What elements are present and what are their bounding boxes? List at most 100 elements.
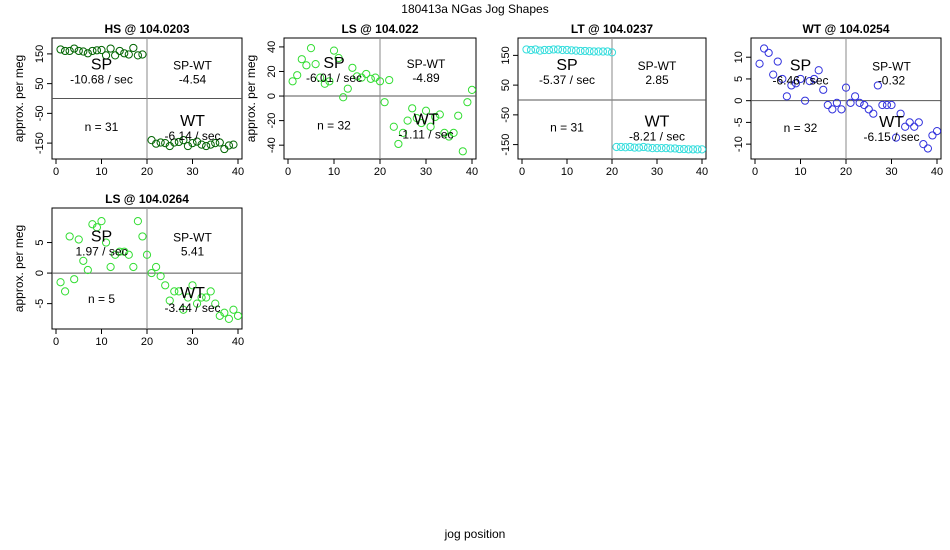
data-point xyxy=(846,98,855,107)
data-point xyxy=(111,51,120,60)
data-point xyxy=(115,46,124,56)
n-label: n = 31 xyxy=(85,120,119,134)
data-point xyxy=(562,45,572,55)
data-point xyxy=(810,74,819,84)
data-point xyxy=(192,299,202,308)
sp-label: SP xyxy=(556,57,577,74)
data-point xyxy=(129,43,138,53)
data-point xyxy=(454,111,463,120)
data-point xyxy=(814,66,823,75)
data-point xyxy=(188,139,197,148)
data-point xyxy=(165,296,174,305)
data-point xyxy=(417,118,426,128)
data-point xyxy=(598,47,608,56)
data-point xyxy=(79,256,88,265)
y-tick-label: -5 xyxy=(733,118,745,128)
y-tick-label: -50 xyxy=(500,107,512,123)
sp-rate: -6.46 / sec xyxy=(772,73,828,87)
x-tick-label: 10 xyxy=(328,166,340,178)
data-point xyxy=(229,305,238,314)
panel-title: LT @ 104.0237 xyxy=(571,22,654,36)
data-point xyxy=(914,118,923,127)
data-point xyxy=(61,287,70,296)
data-point xyxy=(329,46,339,55)
data-point xyxy=(224,314,233,323)
data-point xyxy=(83,49,92,58)
n-label: n = 32 xyxy=(784,121,818,135)
x-tick-label: 20 xyxy=(141,336,153,348)
data-point xyxy=(800,96,810,105)
data-point xyxy=(819,85,828,94)
data-point xyxy=(932,126,942,136)
data-point xyxy=(549,45,558,54)
data-point xyxy=(179,305,188,314)
data-point xyxy=(124,50,133,59)
data-point xyxy=(873,81,882,90)
y-tick-label: -20 xyxy=(266,113,278,129)
figure-x-axis-label: jog position xyxy=(444,527,506,541)
x-tick-label: 30 xyxy=(651,166,663,178)
y-tick-label: 5 xyxy=(733,76,745,82)
wt-label: WT xyxy=(180,113,205,130)
sp-wt-label: SP-WT xyxy=(173,231,212,245)
sp-wt-label: SP-WT xyxy=(407,57,446,71)
data-point xyxy=(211,139,220,148)
y-tick-label: 0 xyxy=(733,98,745,104)
data-point xyxy=(161,139,170,148)
x-tick-label: 30 xyxy=(420,166,432,178)
sp-wt-label: SP-WT xyxy=(638,59,677,73)
data-point xyxy=(302,61,311,70)
data-point xyxy=(288,77,297,86)
data-point xyxy=(79,47,88,56)
data-point xyxy=(878,100,887,110)
data-point xyxy=(851,92,860,101)
chart-panel-2: LS @ 104.022 0 10 20 30 40 -40 -20 0 20 40 approx. … xyxy=(244,22,478,178)
x-tick-label: 30 xyxy=(186,166,198,178)
data-point xyxy=(224,141,233,150)
y-tick-label: 150 xyxy=(34,45,46,63)
data-point xyxy=(666,144,675,153)
data-point xyxy=(202,293,211,302)
data-point xyxy=(403,116,412,125)
data-point xyxy=(841,83,851,92)
sp-rate: -10.68 / sec xyxy=(70,72,133,86)
data-point xyxy=(594,47,603,56)
data-point xyxy=(616,142,626,152)
y-axis-label: approx. per meg xyxy=(12,225,26,312)
data-point xyxy=(782,92,791,101)
data-point xyxy=(233,311,243,320)
data-point xyxy=(607,48,617,57)
data-point xyxy=(380,98,389,107)
data-point xyxy=(634,143,644,152)
data-point xyxy=(661,144,671,153)
panel-title: WT @ 104.0254 xyxy=(802,22,889,36)
data-point xyxy=(101,238,111,247)
data-point xyxy=(398,128,408,137)
x-tick-label: 0 xyxy=(53,336,59,348)
data-point xyxy=(796,74,805,84)
data-point xyxy=(389,122,398,131)
x-tick-label: 20 xyxy=(374,166,386,178)
y-tick-label: 40 xyxy=(266,41,278,53)
data-point xyxy=(197,293,206,302)
y-tick-label: 0 xyxy=(34,270,46,276)
sp-wt-label: SP-WT xyxy=(173,58,212,72)
data-point xyxy=(919,140,928,149)
data-point xyxy=(106,44,115,53)
y-tick-label: 5 xyxy=(34,239,46,245)
data-point xyxy=(558,45,567,55)
y-tick-label: -10 xyxy=(733,136,745,152)
sp-label: SP xyxy=(323,55,344,72)
data-point xyxy=(188,281,197,290)
data-point xyxy=(905,118,914,127)
data-point xyxy=(621,143,630,152)
data-point xyxy=(92,223,102,232)
x-tick-label: 40 xyxy=(696,166,708,178)
data-point xyxy=(339,93,348,102)
data-point xyxy=(74,235,83,244)
n-label: n = 31 xyxy=(550,120,584,134)
y-tick-label: 20 xyxy=(266,65,278,77)
x-tick-label: 40 xyxy=(466,166,478,178)
data-point xyxy=(197,140,206,149)
